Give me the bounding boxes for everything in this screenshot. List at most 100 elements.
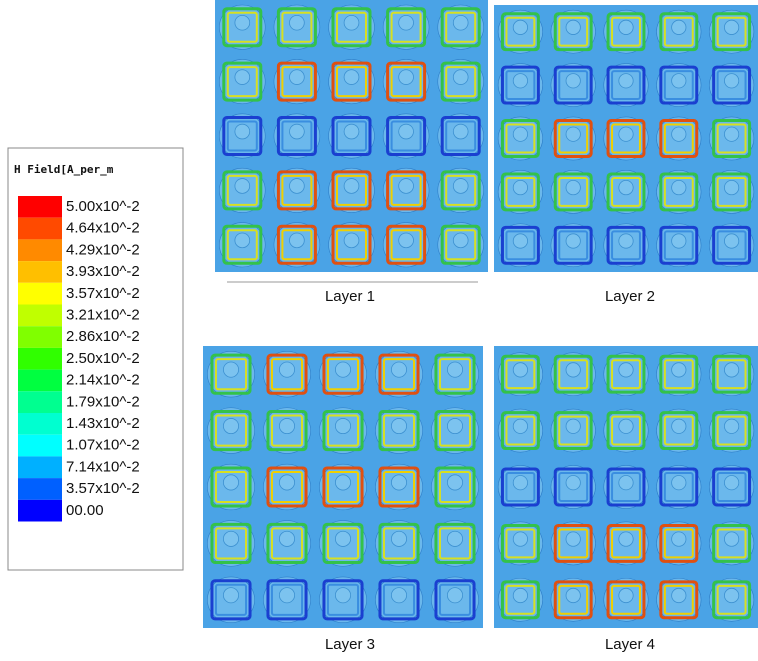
legend-swatch — [18, 348, 62, 370]
via — [672, 476, 686, 490]
via — [619, 588, 633, 602]
via — [619, 363, 633, 377]
via — [235, 179, 250, 194]
via — [335, 588, 350, 603]
via — [619, 419, 633, 433]
legend-label: 5.00x10^-2 — [66, 198, 140, 215]
via — [513, 476, 527, 490]
figure-canvas: H Field[A_per_m 5.00x10^-24.64x10^-24.29… — [0, 0, 758, 661]
figure: H Field[A_per_m 5.00x10^-24.64x10^-24.29… — [0, 0, 758, 661]
via — [513, 20, 527, 34]
legend-swatch — [18, 261, 62, 283]
via — [279, 475, 294, 490]
via — [672, 74, 686, 88]
panel-label: Layer 2 — [605, 288, 655, 305]
legend-label: 3.57x10^-2 — [66, 285, 140, 302]
via — [513, 74, 527, 88]
via — [672, 588, 686, 602]
via — [399, 233, 414, 248]
legend-label: 2.14x10^-2 — [66, 372, 140, 389]
via — [279, 418, 294, 433]
via — [290, 124, 305, 139]
via — [566, 588, 580, 602]
via — [453, 124, 468, 139]
panel-label: Layer 1 — [325, 288, 375, 305]
via — [335, 362, 350, 377]
legend-label: 3.57x10^-2 — [66, 480, 140, 497]
via — [566, 20, 580, 34]
via — [290, 179, 305, 194]
via — [335, 531, 350, 546]
legend-label: 00.00 — [66, 502, 104, 519]
via — [724, 363, 738, 377]
via — [453, 233, 468, 248]
via — [513, 363, 527, 377]
via — [344, 15, 359, 30]
via — [513, 419, 527, 433]
via — [672, 532, 686, 546]
via — [391, 531, 406, 546]
legend-label: 2.50x10^-2 — [66, 350, 140, 367]
via — [724, 476, 738, 490]
legend-swatch — [18, 305, 62, 327]
via — [672, 127, 686, 141]
legend-label: 1.79x10^-2 — [66, 393, 140, 410]
via — [290, 233, 305, 248]
via — [724, 234, 738, 248]
via — [290, 15, 305, 30]
via — [513, 532, 527, 546]
via — [619, 20, 633, 34]
via — [513, 127, 527, 141]
via — [513, 234, 527, 248]
via — [672, 419, 686, 433]
via — [235, 233, 250, 248]
legend-swatch — [18, 218, 62, 240]
via — [566, 419, 580, 433]
via — [279, 362, 294, 377]
legend-swatch — [18, 413, 62, 435]
via — [223, 531, 238, 546]
via — [279, 588, 294, 603]
via — [672, 20, 686, 34]
via — [724, 20, 738, 34]
via — [391, 588, 406, 603]
panel-label: Layer 3 — [325, 636, 375, 653]
legend-label: 4.29x10^-2 — [66, 241, 140, 258]
via — [447, 362, 462, 377]
legend-label: 1.43x10^-2 — [66, 415, 140, 432]
via — [566, 127, 580, 141]
via — [223, 418, 238, 433]
legend-label: 3.93x10^-2 — [66, 263, 140, 280]
via — [344, 233, 359, 248]
legend-swatch — [18, 326, 62, 348]
via — [724, 180, 738, 194]
via — [223, 475, 238, 490]
via — [619, 180, 633, 194]
legend-swatch — [18, 391, 62, 413]
legend-swatch — [18, 478, 62, 500]
legend-swatch — [18, 239, 62, 261]
legend-swatch — [18, 456, 62, 478]
via — [344, 179, 359, 194]
via — [391, 418, 406, 433]
via — [566, 74, 580, 88]
via — [619, 127, 633, 141]
legend-swatch — [18, 196, 62, 218]
via — [335, 475, 350, 490]
via — [391, 362, 406, 377]
via — [566, 234, 580, 248]
via — [279, 531, 294, 546]
via — [619, 234, 633, 248]
via — [447, 475, 462, 490]
via — [672, 180, 686, 194]
legend-label: 2.86x10^-2 — [66, 328, 140, 345]
legend-title: H Field[A_per_m — [14, 163, 114, 176]
via — [619, 74, 633, 88]
legend-swatch — [18, 500, 62, 522]
panel-label: Layer 4 — [605, 636, 655, 653]
via — [235, 70, 250, 85]
via — [566, 532, 580, 546]
via — [672, 363, 686, 377]
via — [399, 70, 414, 85]
via — [290, 70, 305, 85]
